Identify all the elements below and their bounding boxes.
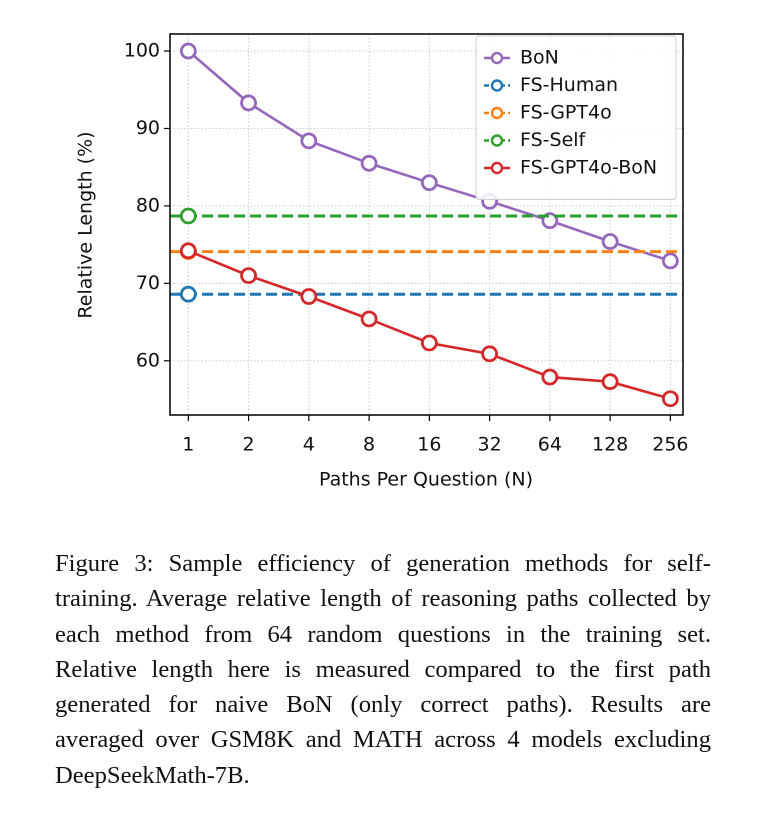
x-tick-label: 16 [417,434,441,456]
point [661,252,679,270]
legend-label: FS-Human [520,74,618,96]
point [420,174,438,192]
legend-marker [490,134,504,147]
legend-marker [490,79,504,92]
point [179,242,197,260]
point [179,42,197,60]
x-tick-label: 4 [303,434,315,456]
legend-marker [490,161,504,175]
point [360,310,378,328]
point [481,345,499,363]
point [300,288,318,305]
x-tick-label: 8 [363,434,375,456]
legend-label: FS-GPT4o-BoN [520,157,657,179]
x-tick-label: 128 [592,434,628,456]
y-tick-label: 80 [136,194,160,216]
point [420,334,438,352]
point [179,285,197,303]
x-axis-label: Paths Per Question (N) [319,469,533,491]
chart: Paths Per Question (N) Relative Length (… [75,33,689,491]
y-tick-label: 70 [136,272,160,294]
plot-frame [169,33,684,416]
legend-label: BoN [520,47,559,69]
legend-label: FS-Self [520,129,587,151]
point [601,233,619,250]
y-axis-label: Relative Length (%) [75,131,97,318]
x-tick-label: 256 [652,434,688,456]
point [179,207,197,225]
point [661,390,679,408]
legend-marker [490,51,504,65]
x-tick-label: 2 [243,434,255,456]
x-tick-label: 32 [478,434,502,456]
caption: Figure 3: Sample efficiency of generatio… [55,550,711,789]
y-tick-label: 90 [136,117,160,139]
point [360,154,378,172]
point [300,132,318,150]
legend-marker [490,106,504,120]
legend-label: FS-GPT4o [520,102,612,124]
point [240,267,257,285]
point [240,94,257,112]
point [601,373,619,391]
y-tick-label: 100 [124,40,160,62]
x-tick-label: 64 [538,434,562,456]
legend-box [475,35,677,200]
y-tick-label: 60 [136,349,160,371]
point [541,368,559,386]
legend: BoN FS-Human FS-GPT4o FS-Self FS-GPT4o-BoN [475,35,677,200]
x-tick-label: 1 [182,434,194,456]
